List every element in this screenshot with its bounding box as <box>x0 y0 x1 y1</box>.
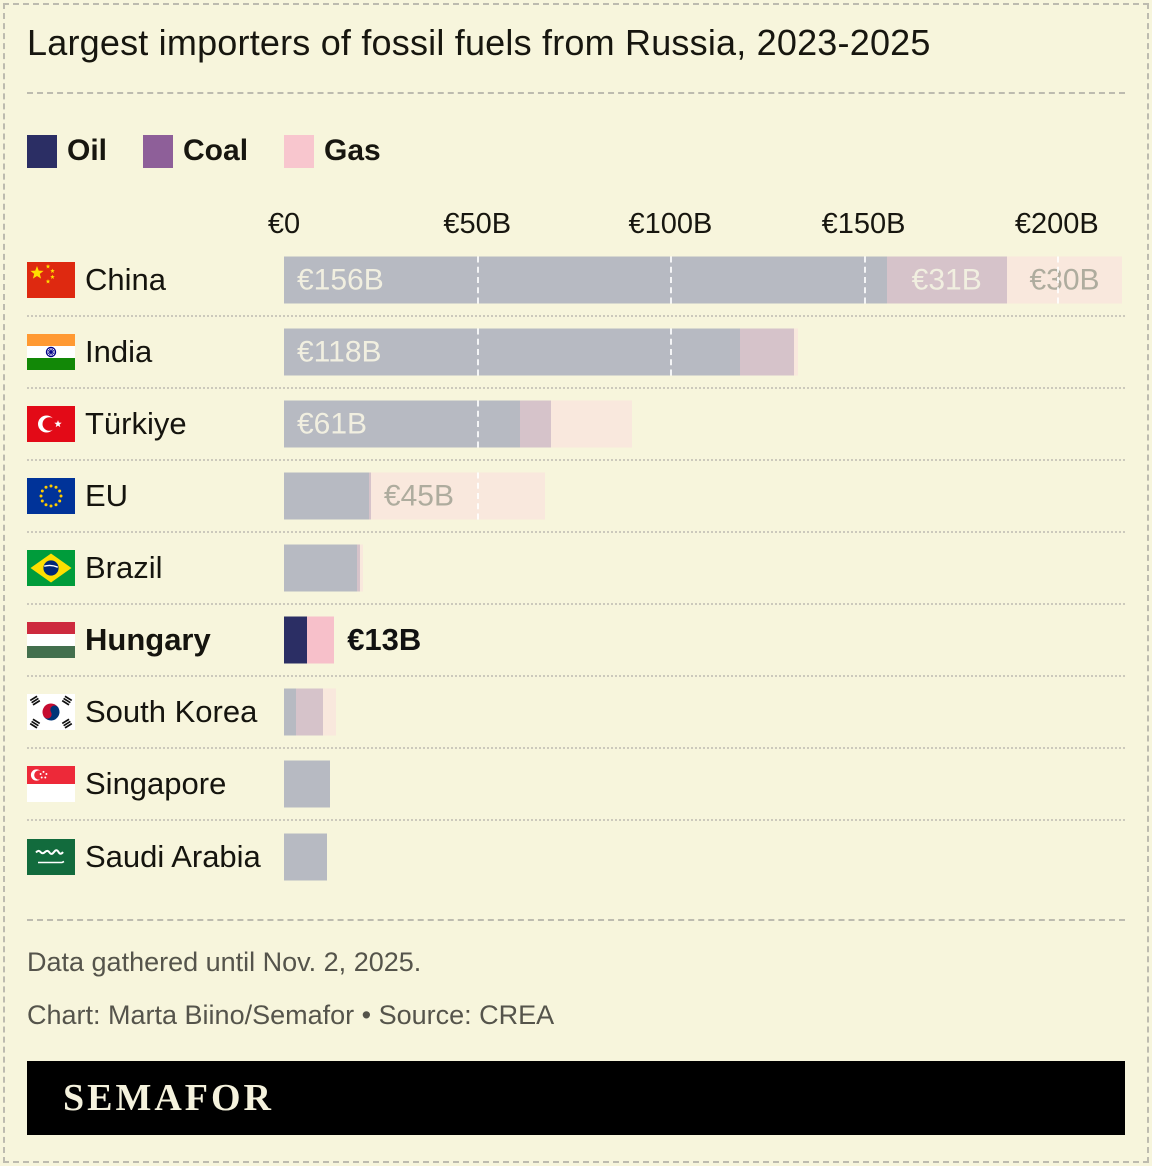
bar-value-label: €31B <box>911 263 982 296</box>
axis-tick: €0 <box>267 208 301 240</box>
bar-total-label: €13B <box>347 622 422 657</box>
gas-bar-segment: €45B <box>370 472 545 520</box>
legend-item-coal: Coal <box>143 134 248 168</box>
bar-stack: €61B <box>284 400 632 448</box>
gas-bar-segment <box>307 616 335 664</box>
gas-swatch-icon <box>284 134 315 168</box>
axis-tick: €50B <box>443 208 512 240</box>
semafor-logo-bar: SEMAFOR <box>27 1061 1125 1135</box>
coal-bar-segment: €31B <box>886 256 1007 304</box>
country-label: South Korea <box>85 694 258 729</box>
coal-swatch-icon <box>143 134 174 168</box>
oil-bar-segment <box>284 544 358 592</box>
bar-stack: €156B €31B €30B <box>284 256 1123 304</box>
sg-flag-icon <box>27 766 75 802</box>
chart-row: Türkiye €61B <box>27 389 1125 461</box>
country-label: China <box>85 262 166 297</box>
bar-value-label: €45B <box>383 479 454 512</box>
oil-bar-segment <box>284 688 296 736</box>
country-label: Brazil <box>85 550 163 585</box>
br-flag-icon <box>27 550 75 586</box>
chart-rows: China €156B €31B €30B India €118B Türkiye €61B E… <box>27 245 1125 893</box>
legend-label: Gas <box>324 134 381 167</box>
axis-tick: €200B <box>1014 208 1099 240</box>
oil-bar-segment <box>284 760 331 808</box>
chart-row: South Korea <box>27 677 1125 749</box>
bar-stack <box>284 688 337 736</box>
chart-row: Brazil <box>27 533 1125 605</box>
tr-flag-icon <box>27 406 75 442</box>
axis-tick: €100B <box>628 208 713 240</box>
coal-bar-segment <box>369 472 371 520</box>
chart-title: Largest importers of fossil fuels from R… <box>27 22 931 63</box>
coal-bar-segment <box>519 400 551 448</box>
gridline <box>670 256 673 304</box>
gridline <box>863 256 866 304</box>
chart-row: Singapore <box>27 749 1125 821</box>
bar-stack: €118B <box>284 328 798 376</box>
coal-bar-segment <box>357 544 361 592</box>
chart-row: India €118B <box>27 317 1125 389</box>
oil-bar-segment <box>284 616 308 664</box>
coal-bar-segment <box>740 328 795 376</box>
hu-flag-icon <box>27 622 75 658</box>
gas-bar-segment: €30B <box>1006 256 1123 304</box>
bar-value-label: €30B <box>1029 263 1100 296</box>
country-label: Saudi Arabia <box>85 839 261 874</box>
legend-label: Coal <box>183 134 249 167</box>
gas-bar-segment <box>360 544 363 592</box>
country-label: Türkiye <box>85 406 187 441</box>
semafor-logo: SEMAFOR <box>63 1077 274 1119</box>
bar-stack: €45B <box>284 472 545 520</box>
oil-bar-segment: €156B <box>284 256 887 304</box>
legend-label: Oil <box>67 134 108 167</box>
legend-item-oil: Oil <box>27 134 107 168</box>
oil-bar-segment: €118B <box>284 328 740 376</box>
gridline <box>670 328 673 376</box>
legend: Oil Coal Gas <box>27 134 1125 168</box>
bar-value-label: €118B <box>297 335 382 368</box>
coal-bar-segment <box>295 688 323 736</box>
oil-bar-segment: €61B <box>284 400 520 448</box>
chart-row: Hungary €13B <box>27 605 1125 677</box>
bar-stack <box>284 760 331 808</box>
gridline <box>477 400 480 448</box>
oil-bar-segment <box>284 833 327 881</box>
gridline <box>477 472 480 520</box>
country-label: EU <box>85 478 129 513</box>
bar-stack <box>284 833 327 881</box>
bar-stack <box>284 544 363 592</box>
gridline <box>1056 256 1059 304</box>
country-label: Singapore <box>85 766 227 801</box>
gas-bar-segment <box>794 328 798 376</box>
bar-stack <box>284 616 335 664</box>
x-axis: €0 €50B €100B €150B €200B <box>27 168 1125 245</box>
title-divider <box>27 92 1125 94</box>
in-flag-icon <box>27 334 75 370</box>
footnote: Data gathered until Nov. 2, 2025. <box>27 947 422 977</box>
sa-flag-icon <box>27 839 75 875</box>
cn-flag-icon <box>27 262 75 298</box>
legend-item-gas: Gas <box>284 134 381 168</box>
bar-value-label: €156B <box>297 263 384 296</box>
chart-row: China €156B €31B €30B <box>27 245 1125 317</box>
oil-swatch-icon <box>27 134 57 168</box>
country-label: India <box>85 334 153 369</box>
gridline <box>477 328 480 376</box>
kr-flag-icon <box>27 694 75 730</box>
eu-flag-icon <box>27 478 75 514</box>
chart-row: EU €45B <box>27 461 1125 533</box>
credit-line: Chart: Marta Biino/Semafor • Source: CRE… <box>27 1000 555 1030</box>
gridline <box>477 256 480 304</box>
chart-row: Saudi Arabia <box>27 821 1125 893</box>
bar-value-label: €61B <box>297 407 368 440</box>
country-label: Hungary <box>85 622 211 657</box>
gas-bar-segment <box>550 400 632 448</box>
footer-divider <box>27 919 1125 921</box>
oil-bar-segment <box>284 472 369 520</box>
axis-tick: €150B <box>821 208 906 240</box>
gas-bar-segment <box>322 688 337 736</box>
